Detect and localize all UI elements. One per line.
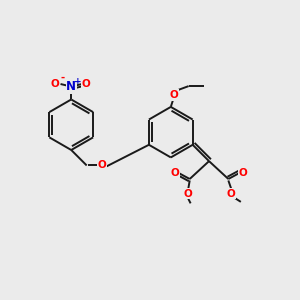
Text: -: -	[61, 73, 65, 82]
Text: N: N	[66, 80, 76, 94]
Text: O: O	[239, 168, 248, 178]
Text: +: +	[74, 76, 82, 85]
Text: O: O	[170, 168, 179, 178]
Text: O: O	[98, 160, 106, 170]
Text: O: O	[184, 189, 193, 199]
Text: O: O	[50, 79, 59, 89]
Text: O: O	[227, 189, 236, 199]
Text: O: O	[169, 90, 178, 100]
Text: O: O	[82, 79, 91, 89]
